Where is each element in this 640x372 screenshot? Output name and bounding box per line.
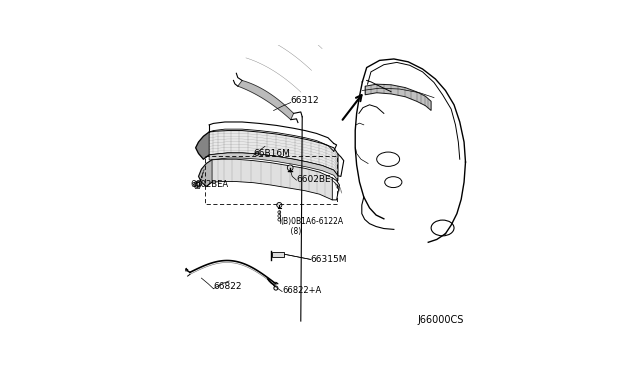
- Text: 6602BEA: 6602BEA: [191, 180, 228, 189]
- Text: 66822+A: 66822+A: [282, 286, 321, 295]
- Text: 66315M: 66315M: [311, 255, 348, 264]
- Circle shape: [287, 165, 293, 171]
- Text: 66822: 66822: [213, 282, 242, 291]
- Polygon shape: [209, 131, 338, 176]
- Polygon shape: [209, 153, 338, 181]
- Polygon shape: [198, 160, 212, 186]
- Polygon shape: [196, 132, 209, 159]
- Text: 66312: 66312: [291, 96, 319, 105]
- Text: 6602BE: 6602BE: [296, 175, 331, 184]
- Text: (B)0B1A6-6122A
    (8): (B)0B1A6-6122A (8): [281, 217, 344, 236]
- Circle shape: [276, 202, 282, 208]
- Polygon shape: [365, 84, 431, 110]
- Text: 66B16M: 66B16M: [253, 149, 291, 158]
- Polygon shape: [212, 159, 332, 200]
- FancyBboxPatch shape: [272, 252, 284, 257]
- Ellipse shape: [184, 269, 188, 271]
- Text: J66000CS: J66000CS: [418, 315, 464, 325]
- Polygon shape: [238, 80, 294, 120]
